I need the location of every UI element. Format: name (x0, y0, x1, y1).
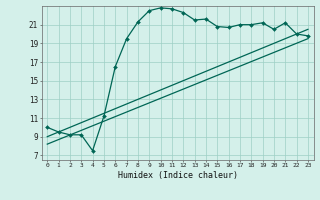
X-axis label: Humidex (Indice chaleur): Humidex (Indice chaleur) (118, 171, 237, 180)
